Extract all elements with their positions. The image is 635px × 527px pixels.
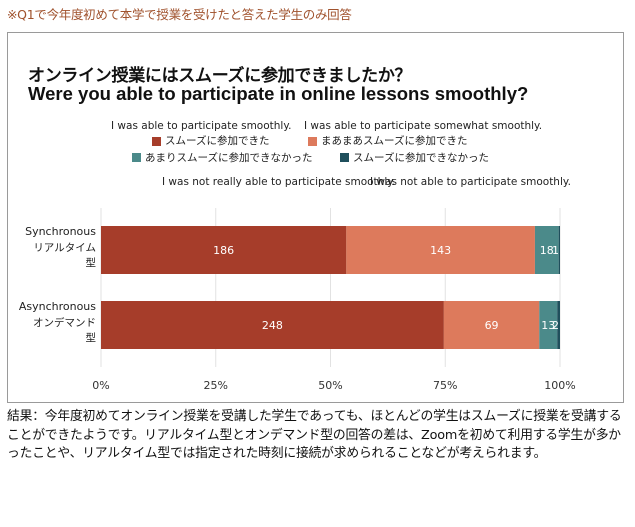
category-label-en: Synchronous: [25, 225, 96, 238]
chart-title-en: Were you able to participate in online l…: [28, 83, 529, 104]
bar-segment: [346, 226, 535, 274]
category-label-en: Asynchronous: [19, 300, 96, 313]
category-label-ja: リアルタイム: [33, 242, 96, 254]
bar-segment: [557, 301, 560, 349]
data-label: 1: [552, 244, 559, 257]
survey-note: ※Q1で今年度初めて本学で授業を受けたと答えた学生のみ回答: [7, 7, 352, 22]
stacked-bar-chart: I was able to participate smoothly. スムーズに…: [19, 120, 576, 392]
x-tick-label: 100%: [544, 379, 575, 392]
x-tick-label: 0%: [92, 379, 109, 392]
legend-swatch-4: [340, 153, 349, 162]
chart-panel: オンライン授業にはスムーズに参加できましたか？ Were you able to…: [7, 32, 624, 403]
legend-label-en-2: I was able to participate somewhat smoot…: [304, 120, 542, 132]
legend-swatch-3: [132, 153, 141, 162]
data-label: 248: [262, 319, 283, 332]
bar-segment: [101, 301, 444, 349]
data-label: 69: [485, 319, 499, 332]
category-label-ja-suffix: 型: [86, 331, 97, 344]
result-summary: 結果：今年度初めてオンライン授業を受講した学生であっても、ほとんどの学生はスムー…: [7, 409, 622, 461]
data-label: 186: [213, 244, 234, 257]
legend-label-ja-3: あまりスムーズに参加できなかった: [145, 151, 312, 164]
category-label-ja: オンデマンド: [33, 316, 96, 329]
data-label: 13: [541, 319, 555, 332]
chart-title-ja: オンライン授業にはスムーズに参加できましたか？: [28, 66, 412, 86]
bar-segment: [558, 226, 560, 274]
legend-label-en-4: I was not able to participate smoothly.: [370, 176, 571, 188]
legend-label-ja-2: まあまあスムーズに参加できた: [321, 134, 467, 147]
x-tick-label: 25%: [204, 379, 228, 392]
legend-label-en-1: I was able to participate smoothly.: [111, 120, 291, 132]
data-label: 18: [540, 244, 554, 257]
bar-segment: [443, 301, 540, 349]
bar-segment: [101, 226, 347, 274]
x-tick-label: 75%: [433, 379, 457, 392]
data-label: 2: [552, 319, 559, 332]
legend-swatch-2: [308, 137, 317, 146]
legend-label-ja-4: スムーズに参加できなかった: [353, 151, 489, 164]
legend-label-en-3: I was not really able to participate smo…: [162, 176, 395, 188]
legend-swatch-1: [152, 137, 161, 146]
legend-label-ja-1: スムーズに参加できた: [165, 134, 269, 147]
bar-segment: [534, 226, 559, 274]
x-tick-label: 50%: [318, 379, 342, 392]
data-label: 143: [430, 244, 451, 257]
category-label-ja-suffix: 型: [86, 256, 97, 269]
bar-segment: [539, 301, 558, 349]
